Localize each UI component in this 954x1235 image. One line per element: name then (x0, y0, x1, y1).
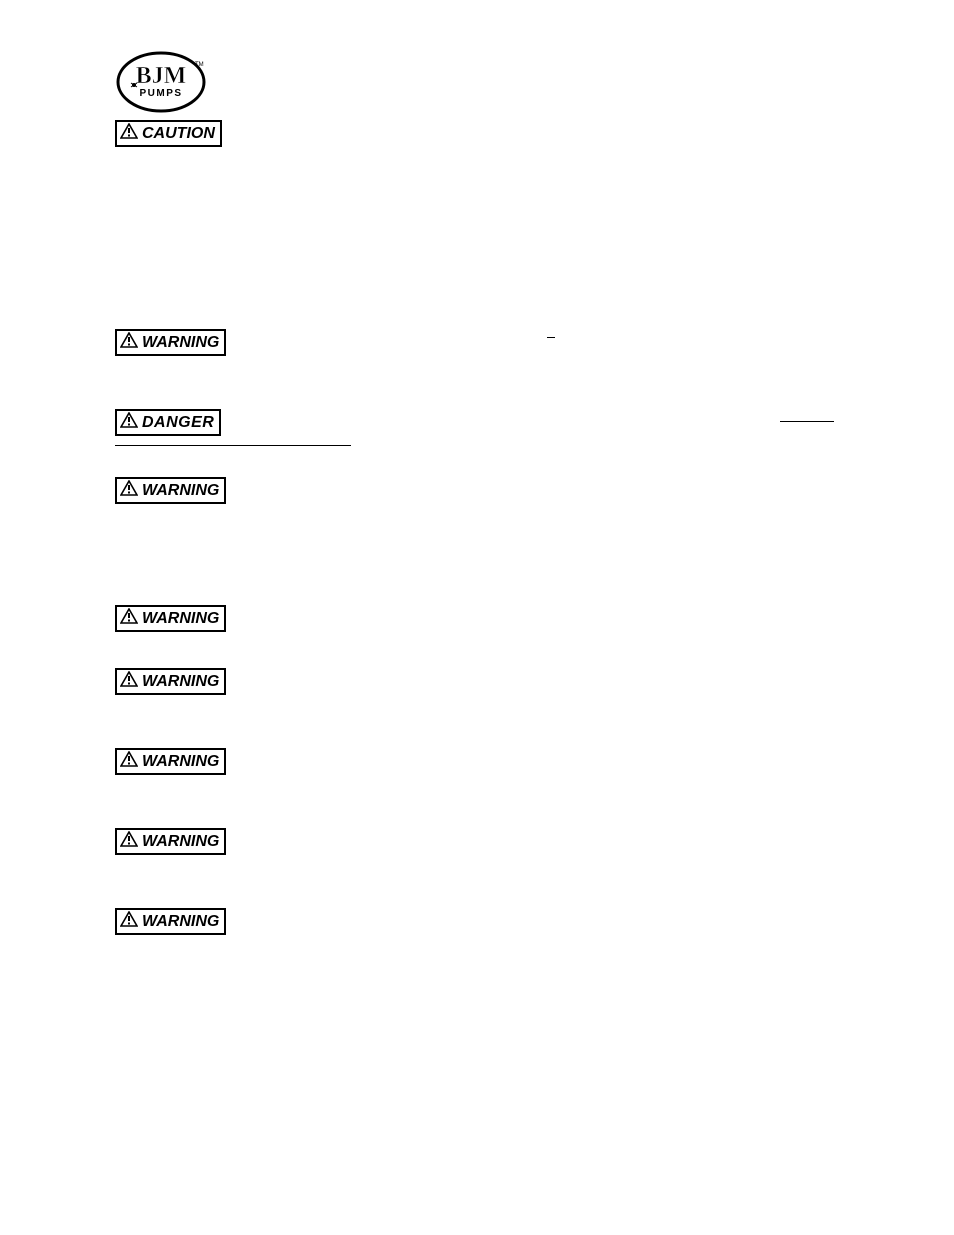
warning-row-4: WARNING Never handle connected power cor… (115, 605, 839, 632)
section-heading: GENERAL SAFETY INFORMATION (115, 225, 839, 239)
warning-body: These pumps are not designed for use in … (226, 668, 839, 696)
brand-logo: BJM PUMPS TM (115, 50, 207, 114)
danger-underline-left (115, 445, 351, 446)
warning-row-6: WARNING Always lift the pump by the hand… (115, 748, 839, 776)
warning-lead: SAFETY FIRST – (226, 329, 320, 343)
alert-triangle-icon (120, 332, 138, 353)
alert-triangle-icon (120, 751, 138, 772)
danger-label-text: DANGER (142, 414, 214, 432)
alert-triangle-icon (120, 671, 138, 692)
caution-label-text: CAUTION (142, 125, 215, 143)
alert-triangle-icon (120, 412, 138, 433)
warning-body: Always lift the pump by the handle or li… (226, 748, 839, 776)
warning-body: Never handle connected power cords with … (226, 605, 839, 619)
warning-label-text: WARNING (142, 610, 219, 628)
warning-label-text: WARNING (142, 673, 219, 691)
caution-label: CAUTION (115, 120, 222, 147)
warning-label: WARNING (115, 828, 226, 855)
danger-row: DANGER Do not use these pumps in explosi… (115, 409, 839, 437)
warning-label-text: WARNING (142, 482, 219, 500)
warning-label: WARNING (115, 605, 226, 632)
warning-row-3: WARNING Do not use these pumps in water … (115, 477, 839, 519)
warning-label-text: WARNING (142, 753, 219, 771)
warning-label-text: WARNING (142, 913, 219, 931)
warning-row-5: WARNING These pumps are not designed for… (115, 668, 839, 696)
brand-block: BJM PUMPS TM CAUTION (115, 50, 255, 147)
alert-triangle-icon (120, 480, 138, 501)
lead-dash (547, 337, 555, 338)
warning-label-text: WARNING (142, 833, 219, 851)
alert-triangle-icon (120, 123, 138, 144)
danger-body: Do not use these pumps in explosive atmo… (221, 409, 839, 437)
warning-body: SAFETY FIRST – Before handling these pum… (226, 329, 839, 357)
warning-label: WARNING (115, 908, 226, 935)
warning-row-7: WARNING Connect the pump to a properly g… (115, 828, 839, 856)
warning-label: WARNING (115, 748, 226, 775)
warning-label: WARNING (115, 477, 226, 504)
page-number: 3 (0, 1181, 954, 1195)
alert-triangle-icon (120, 608, 138, 629)
intro-body: This manual contains important safety in… (115, 245, 839, 259)
alert-triangle-icon (120, 831, 138, 852)
warning-row-8: WARNING The electrical supply voltage, p… (115, 908, 839, 936)
caution-body: Pumps and related equipment must be inst… (115, 157, 839, 185)
warning-body: Do not use these pumps in water over 104… (226, 477, 839, 519)
warning-label: WARNING (115, 668, 226, 695)
svg-text:PUMPS: PUMPS (139, 88, 182, 99)
danger-label: DANGER (115, 409, 221, 436)
danger-underline-right (780, 421, 834, 422)
svg-text:BJM: BJM (136, 63, 187, 89)
warning-label: WARNING (115, 329, 226, 356)
warning-body: Connect the pump to a properly grounded … (226, 828, 839, 856)
warning-row-1: WARNING SAFETY FIRST – Before handling t… (115, 329, 839, 357)
warning-body: The electrical supply voltage, phase, an… (226, 908, 839, 936)
warning-label-text: WARNING (142, 334, 219, 352)
svg-text:TM: TM (195, 62, 204, 68)
alert-triangle-icon (120, 911, 138, 932)
